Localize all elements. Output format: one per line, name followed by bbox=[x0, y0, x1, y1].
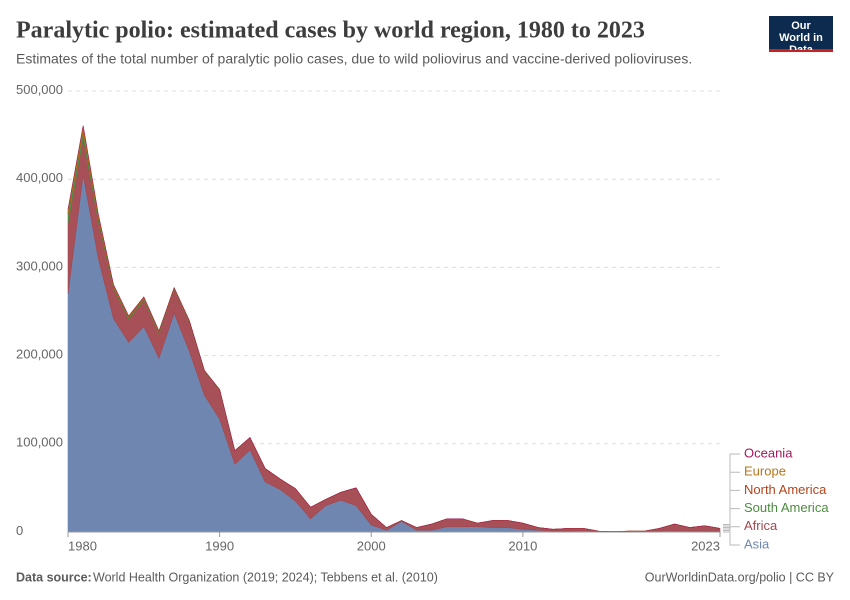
legend-label: North America bbox=[744, 482, 827, 497]
logo-box bbox=[769, 16, 833, 52]
footer-link[interactable]: OurWorldinData.org/polio | CC BY bbox=[645, 570, 835, 584]
logo: Our World in Data bbox=[769, 16, 833, 52]
y-tick-label: 0 bbox=[16, 523, 23, 538]
source-label: Data source: bbox=[16, 570, 92, 584]
legend-label: Asia bbox=[744, 536, 770, 551]
y-tick-label: 400,000 bbox=[16, 170, 63, 185]
chart-subtitle: Estimates of the total number of paralyt… bbox=[16, 51, 692, 67]
x-tick-label: 1990 bbox=[205, 538, 234, 553]
area bbox=[67, 174, 721, 533]
y-tick-label: 500,000 bbox=[16, 82, 63, 97]
legend-label: Africa bbox=[744, 518, 778, 533]
logo-text: Our World in Data bbox=[779, 20, 823, 50]
legend-connector bbox=[723, 453, 740, 525]
source: World Health Organization (2019; 2024); … bbox=[93, 570, 438, 584]
chart-title: Paralytic polio: estimated cases by worl… bbox=[16, 18, 645, 44]
area bbox=[67, 125, 721, 532]
y-tick-label: 300,000 bbox=[16, 258, 63, 273]
x-tick-label: 2023 bbox=[691, 538, 720, 553]
legend-label: South America bbox=[744, 500, 829, 515]
x-tick-label: 2000 bbox=[357, 538, 386, 553]
y-tick-label: 200,000 bbox=[16, 347, 63, 362]
x-tick-label: 1980 bbox=[68, 538, 97, 553]
legend-connector bbox=[723, 531, 740, 546]
x-tick-label: 2010 bbox=[508, 538, 537, 553]
legend-label: Oceania bbox=[744, 445, 793, 460]
legend-label: Europe bbox=[744, 464, 786, 479]
logo-text-box: Our World in Data bbox=[779, 20, 823, 50]
y-tick-label: 100,000 bbox=[16, 435, 63, 450]
logo-stripe bbox=[769, 49, 833, 52]
legend-connector bbox=[723, 471, 740, 527]
